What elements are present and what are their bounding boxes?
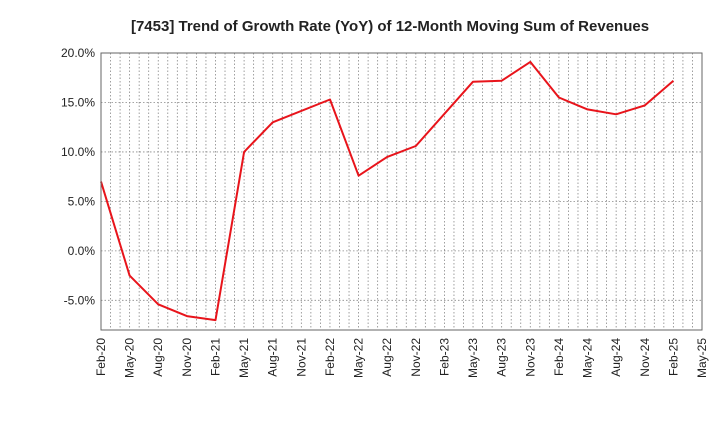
x-tick-label: Aug-20: [151, 338, 165, 377]
x-tick-label: Feb-20: [94, 338, 108, 376]
y-tick-label: 5.0%: [68, 194, 96, 208]
x-tick-label: Aug-23: [495, 338, 509, 377]
x-tick-label: Nov-22: [409, 338, 423, 377]
x-tick-label: Feb-25: [666, 338, 680, 376]
x-tick-label: Nov-20: [180, 338, 194, 377]
y-tick-label: 10.0%: [61, 145, 95, 159]
x-tick-label: May-23: [466, 338, 480, 378]
x-tick-label: May-22: [352, 338, 366, 378]
x-tick-label: Feb-21: [208, 338, 222, 376]
x-axis-ticks: Feb-20 May-20 Aug-20 Nov-20 Feb-21 May-21 Aug-…: [94, 338, 709, 378]
x-tick-label: Nov-24: [638, 338, 652, 377]
x-tick-label: May-21: [237, 338, 251, 378]
y-tick-label: 20.0%: [61, 46, 95, 60]
y-tick-label: 15.0%: [61, 95, 95, 109]
y-tick-label: 0.0%: [68, 244, 96, 258]
x-tick-label: May-25: [695, 338, 709, 378]
plot-frame: [100, 52, 703, 331]
chart-title: [7453] Trend of Growth Rate (YoY) of 12-…: [131, 18, 649, 35]
x-tick-label: May-24: [581, 338, 595, 378]
x-tick-label: Nov-23: [523, 338, 537, 377]
y-tick-label: -5.0%: [64, 293, 96, 307]
x-tick-label: Feb-23: [437, 338, 451, 376]
x-tick-label: Aug-21: [266, 338, 280, 377]
series-line: [100, 60, 675, 322]
x-tick-label: Feb-22: [323, 338, 337, 376]
grid: [101, 52, 702, 330]
x-tick-label: May-20: [123, 338, 137, 378]
x-tick-label: Nov-21: [294, 338, 308, 377]
x-tick-label: Feb-24: [552, 338, 566, 376]
x-tick-label: Aug-24: [609, 338, 623, 377]
x-tick-label: Aug-22: [380, 338, 394, 377]
y-axis-ticks: 20.0% 15.0% 10.0% 5.0% 0.0% -5.0%: [61, 46, 95, 307]
series-layer: [100, 60, 675, 322]
